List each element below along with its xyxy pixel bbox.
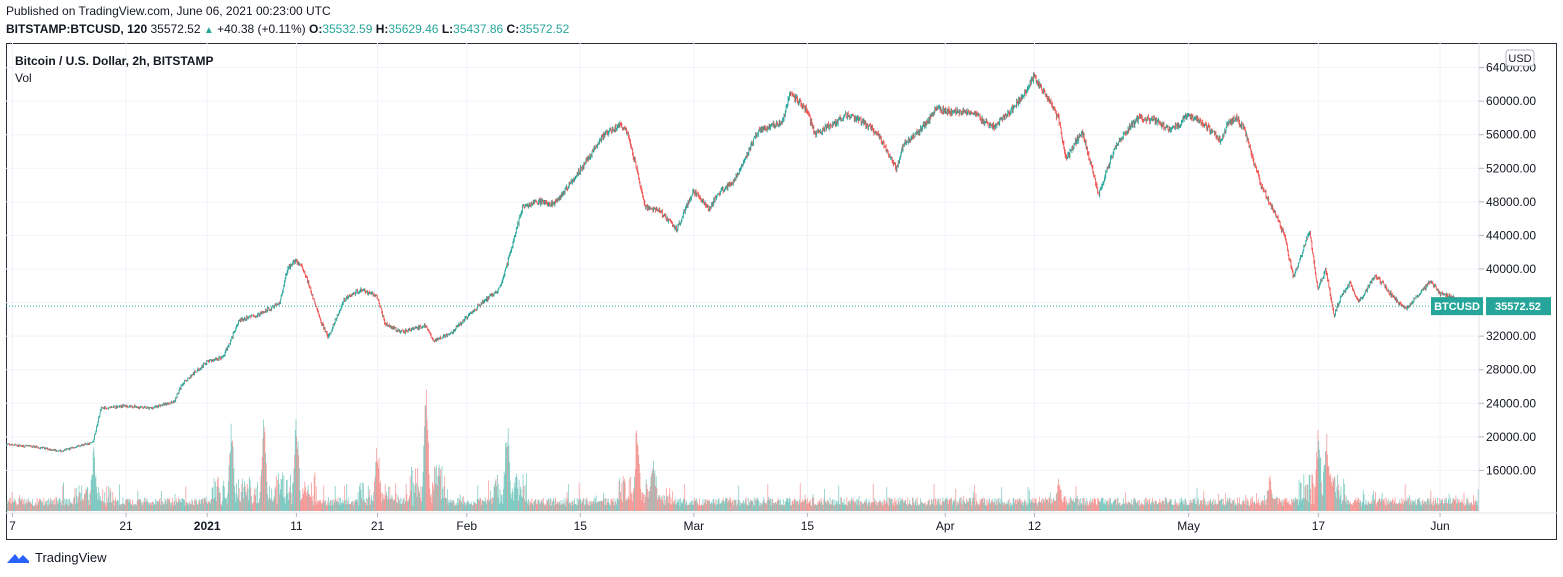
x-tick-label: Feb: [456, 519, 477, 533]
symbol-ohlc-bar: BITSTAMP:BTCUSD, 120 35572.52 ▲ +40.38 (…: [6, 22, 569, 36]
y-tick-label: 48000.00: [1486, 195, 1536, 209]
x-tick-label: 21: [119, 519, 133, 533]
x-tick-label: 17: [1312, 519, 1326, 533]
symbol-label: BITSTAMP:BTCUSD, 120: [6, 22, 148, 36]
y-tick-label: 56000.00: [1486, 128, 1536, 142]
y-tick-label: 16000.00: [1486, 463, 1536, 477]
x-tick-label: 15: [801, 519, 815, 533]
x-tick-label: Mar: [683, 519, 704, 533]
high-label: H:: [375, 22, 389, 36]
volume-bars: [6, 389, 1479, 511]
price-axis[interactable]: 16000.00 20000.00 24000.00 28000.00 32000.00…: [1479, 61, 1536, 478]
y-tick-label: 20000.00: [1486, 430, 1536, 444]
price-candles: [6, 72, 1479, 453]
tag-value-bg: [1486, 297, 1551, 316]
chart-frame: [6, 43, 1557, 540]
low-label: L:: [441, 22, 454, 36]
axes: [6, 43, 1557, 514]
y-tick-label: 24000.00: [1486, 396, 1536, 410]
y-tick-label: 40000.00: [1486, 262, 1536, 276]
y-tick-label: 32000.00: [1486, 329, 1536, 343]
price-change: +40.38 (+0.11%): [217, 22, 306, 36]
grid-lines: [6, 43, 1479, 513]
x-tick-label: 7: [9, 519, 16, 533]
last-price: 35572.52: [150, 22, 201, 36]
close-value: 35572.52: [519, 22, 570, 36]
y-tick-label: 28000.00: [1486, 363, 1536, 377]
tag-symbol: BTCUSD: [1434, 301, 1480, 313]
y-tick-label: 44000.00: [1486, 228, 1536, 242]
footer-brand[interactable]: TradingView: [6, 550, 107, 565]
pane-title: Bitcoin / U.S. Dollar, 2h, BITSTAMP: [15, 54, 214, 68]
high-value: 35629.46: [388, 22, 439, 36]
currency-button[interactable]: USD: [1505, 49, 1535, 67]
low-value: 35437.86: [453, 22, 504, 36]
x-tick-label: Apr: [936, 519, 955, 533]
x-tick-label: 15: [574, 519, 588, 533]
chart-canvas[interactable]: 16000.00 20000.00 24000.00 28000.00 32000.00…: [6, 43, 1557, 540]
last-price-tag: BTCUSD 35572.52: [1431, 297, 1551, 316]
y-tick-label: 52000.00: [1486, 161, 1536, 175]
published-info: Published on TradingView.com, June 06, 2…: [6, 4, 331, 18]
x-tick-label: 12: [1028, 519, 1042, 533]
brand-name: TradingView: [35, 550, 107, 565]
x-tick-label: Jun: [1430, 519, 1449, 533]
x-tick-label: 11: [290, 519, 303, 533]
open-label: O:: [308, 22, 323, 36]
tradingview-logo-icon: [7, 553, 29, 563]
x-tick-label: May: [1177, 519, 1200, 533]
tag-symbol-bg: [1431, 297, 1483, 316]
y-tick-label: 60000.00: [1486, 94, 1536, 108]
tag-value: 35572.52: [1495, 301, 1541, 313]
up-arrow-icon: ▲: [203, 25, 214, 36]
close-label: C:: [506, 22, 520, 36]
time-axis[interactable]: 7 21 2021 11 21 Feb 15 Mar 15 Apr 12 May 17 Jun: [9, 513, 1450, 533]
volume-legend: Vol: [15, 71, 32, 85]
open-value: 35532.59: [322, 22, 373, 36]
currency-label: USD: [1508, 53, 1531, 65]
x-tick-label: 2021: [194, 519, 221, 533]
x-tick-label: 21: [371, 519, 385, 533]
